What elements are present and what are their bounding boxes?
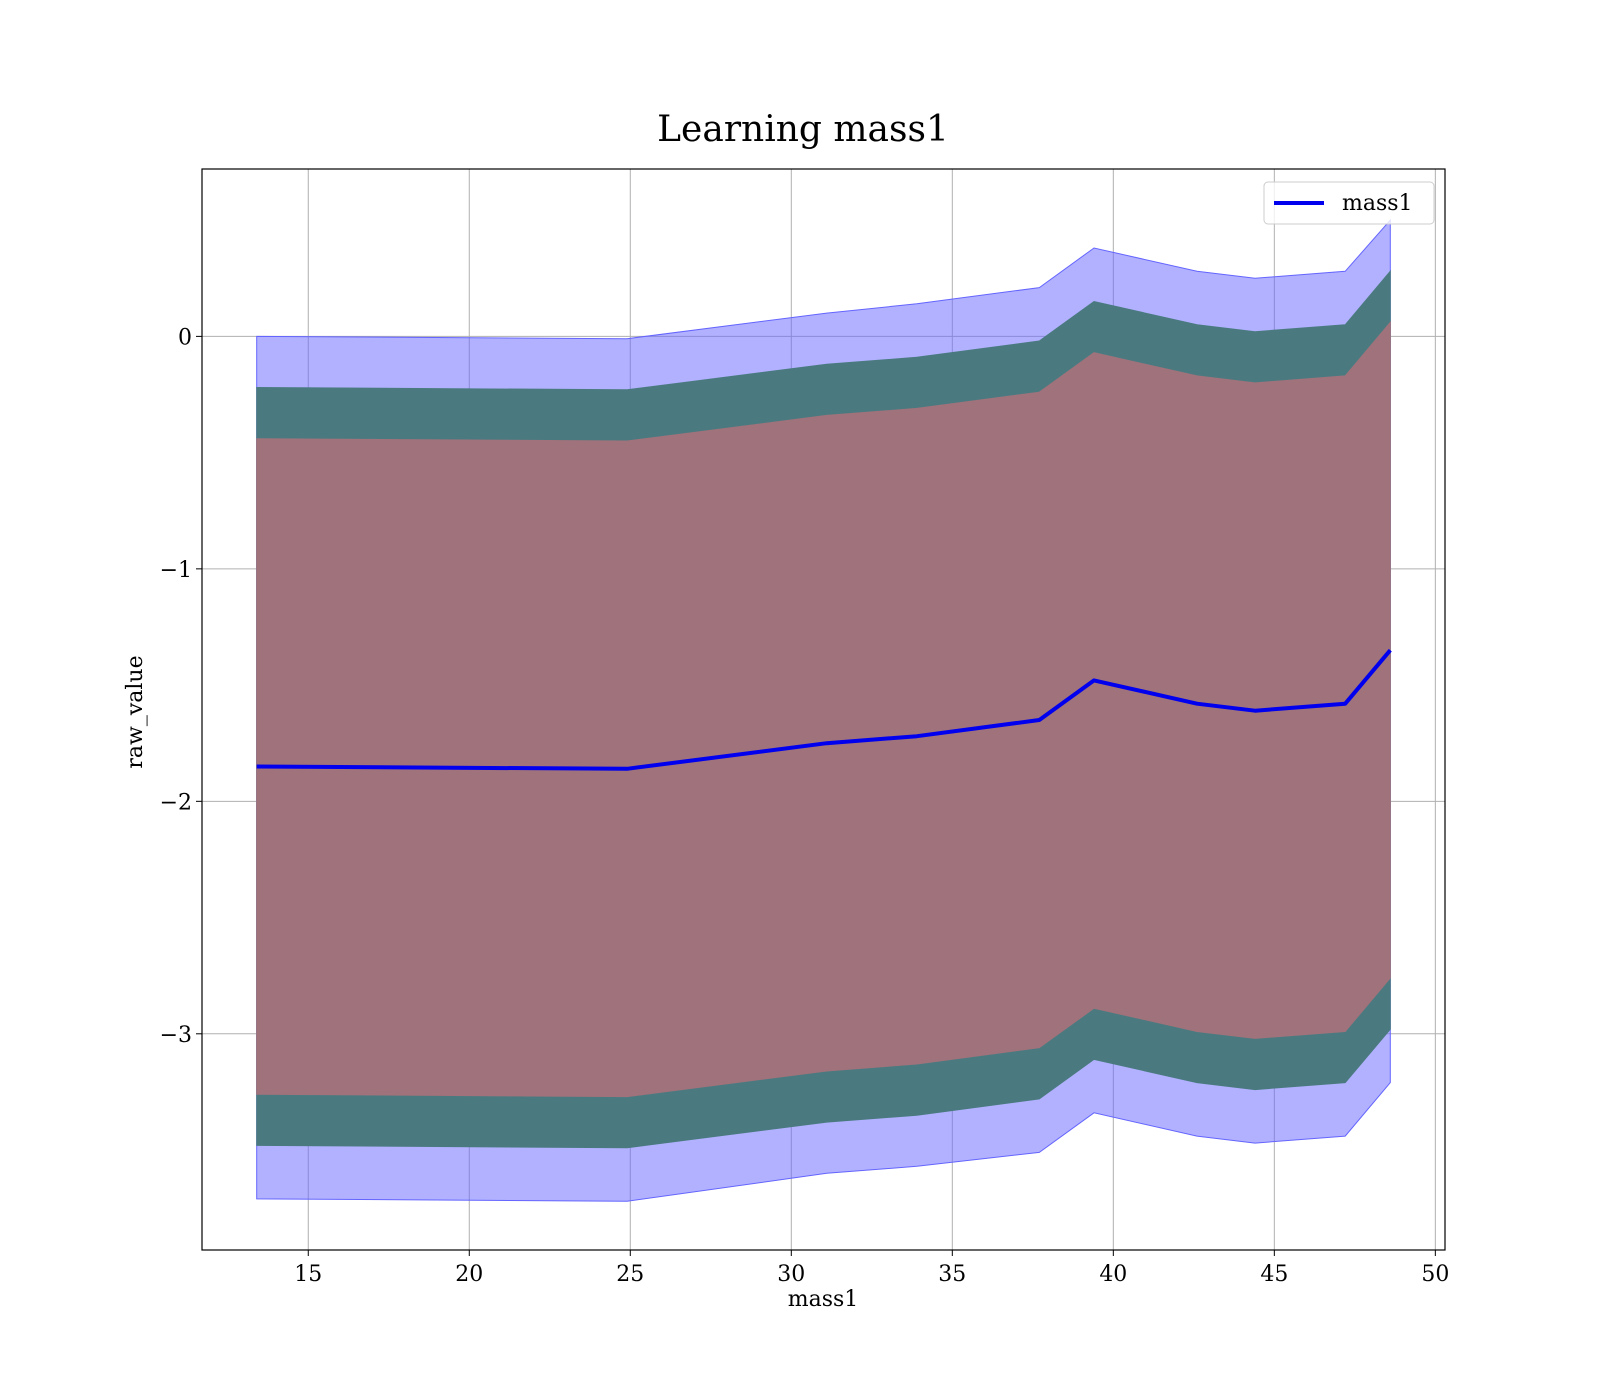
- x-tick-label: 50: [1421, 1262, 1449, 1287]
- y-tick-label: −3: [160, 1023, 192, 1048]
- y-tick-label: 0: [178, 325, 192, 350]
- confidence-bands: [256, 218, 1391, 1202]
- series-lines: [256, 648, 1392, 771]
- plot-frame: [201, 168, 1446, 1251]
- x-tick-label: 40: [1099, 1262, 1127, 1287]
- chart-title: Learning mass1: [657, 109, 949, 150]
- x-tick-label: 35: [938, 1262, 966, 1287]
- x-axis-label: mass1: [788, 1287, 859, 1312]
- x-tick-label: 30: [777, 1262, 805, 1287]
- y-ticks: 0 −1 −2 −3: [160, 325, 202, 1048]
- legend: mass1: [1263, 181, 1435, 225]
- y-tick-label: −2: [160, 790, 192, 815]
- y-tick-label: −1: [160, 558, 192, 583]
- legend-label-mass1: mass1: [1342, 191, 1413, 216]
- y-axis-label: raw_value: [123, 655, 148, 768]
- legend-box: [1263, 181, 1435, 225]
- x-ticks: 15 20 25 30 35 40 45 50: [294, 1250, 1449, 1287]
- x-tick-label: 25: [616, 1262, 644, 1287]
- x-tick-label: 45: [1260, 1262, 1288, 1287]
- series-line-mass1: [256, 648, 1392, 771]
- x-tick-label: 15: [294, 1262, 322, 1287]
- band-inner: [256, 321, 1391, 1098]
- x-tick-label: 20: [455, 1262, 483, 1287]
